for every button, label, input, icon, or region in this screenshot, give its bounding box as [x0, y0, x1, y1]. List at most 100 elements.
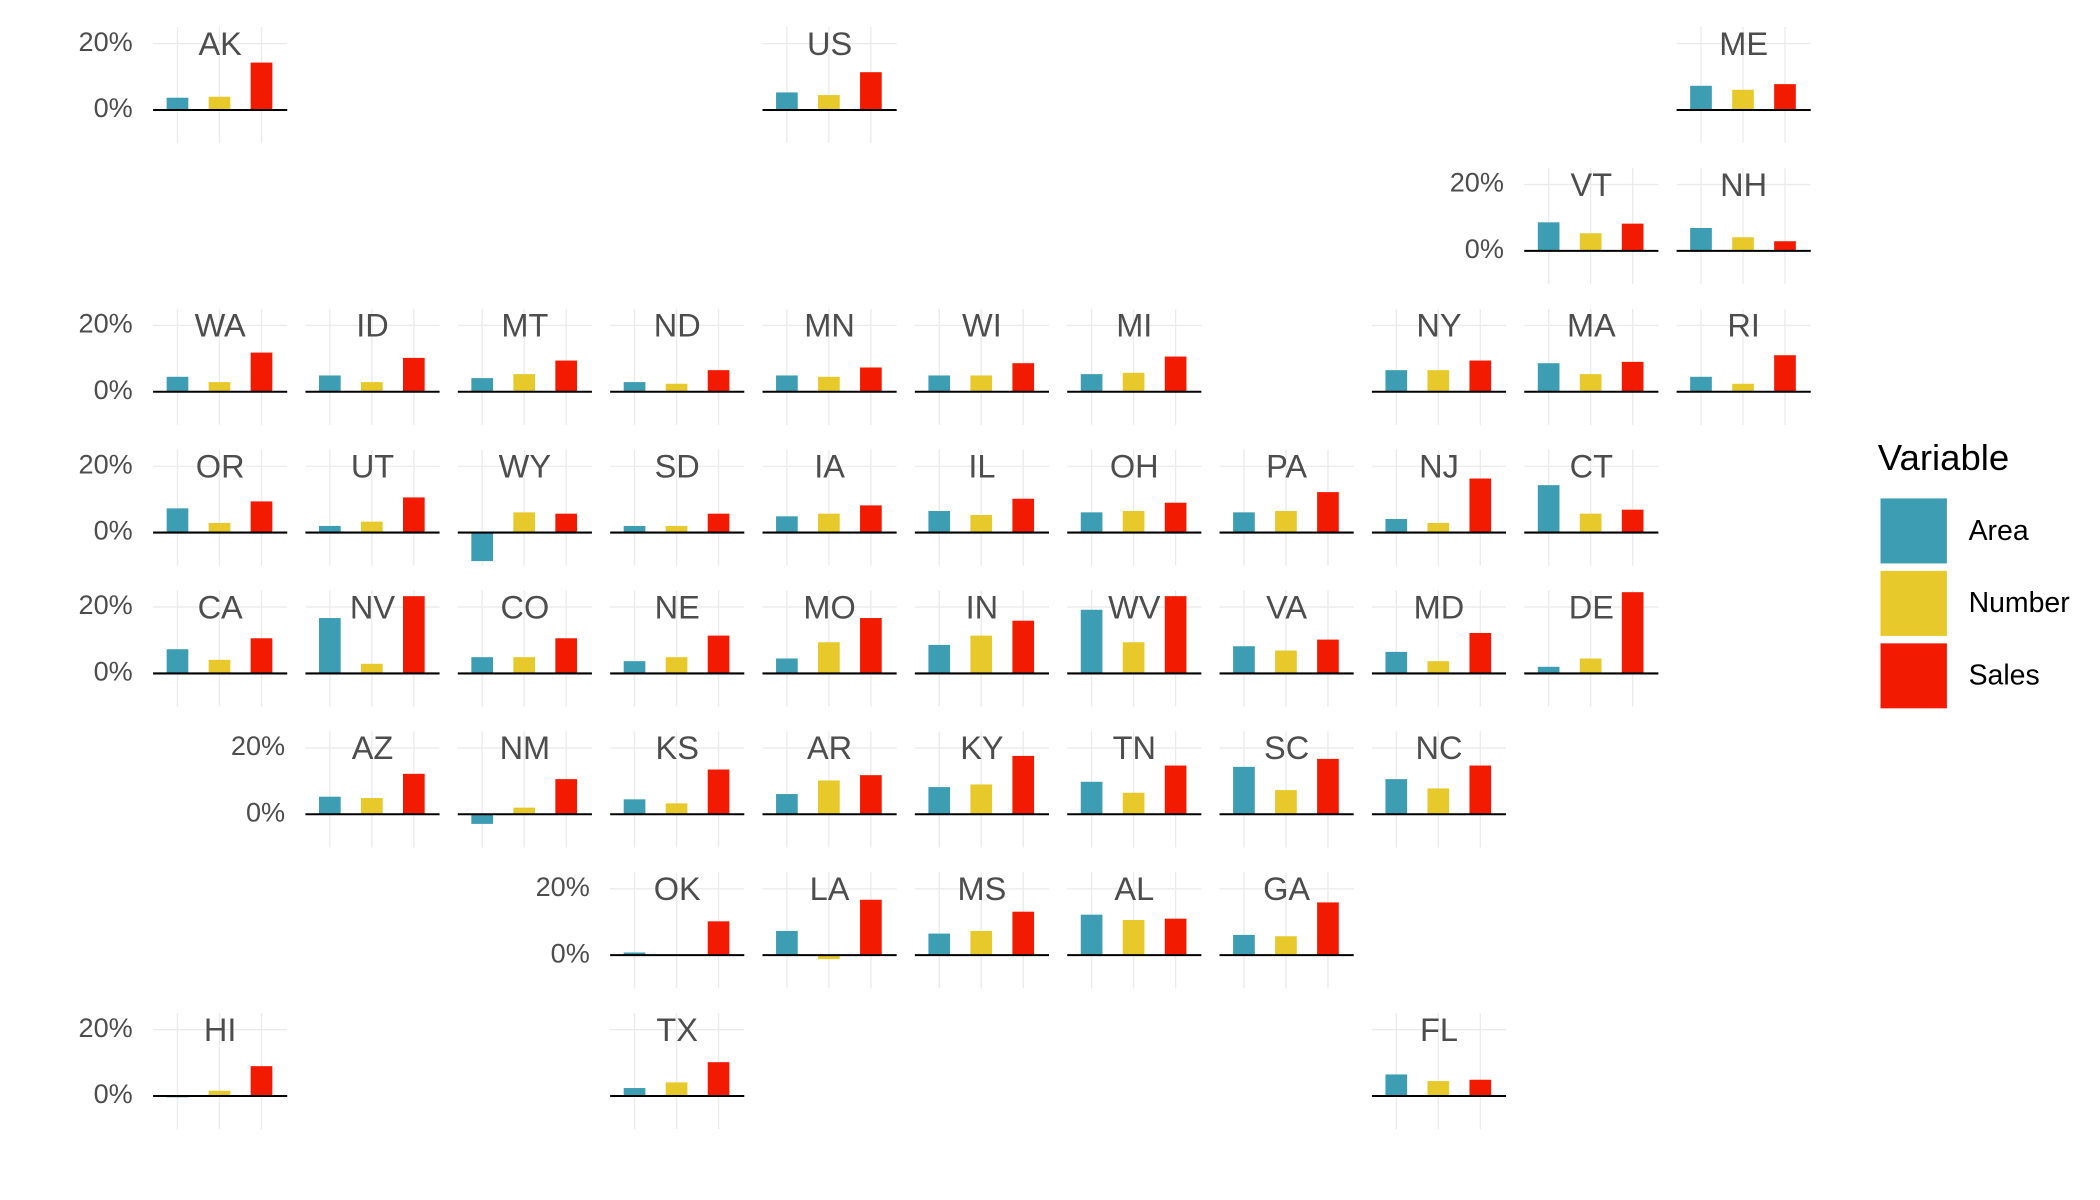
bar: [1012, 755, 1035, 815]
bar: [1579, 513, 1602, 533]
bar: [1233, 766, 1255, 815]
y-tick-label: 0%: [551, 937, 590, 968]
bar: [1774, 241, 1796, 251]
bar: [360, 521, 383, 533]
y-tick-label: 0%: [94, 374, 133, 405]
strip-label: TN: [1113, 730, 1156, 766]
legend-title: Variable: [1878, 437, 2009, 478]
bar: [1579, 374, 1602, 392]
bar: [1275, 511, 1297, 533]
bar: [1469, 360, 1492, 392]
bar: [1122, 642, 1145, 674]
bar: [250, 1066, 273, 1097]
bar: [665, 383, 688, 392]
bar: [776, 92, 798, 110]
bar: [360, 798, 383, 815]
bar: [623, 525, 646, 533]
bar: [665, 525, 688, 533]
bar: [860, 775, 882, 815]
bar: [208, 96, 231, 110]
bar: [208, 522, 231, 533]
bar: [970, 635, 993, 674]
strip-label: UT: [351, 449, 394, 485]
strip-label: ME: [1719, 26, 1768, 62]
bar: [1621, 223, 1644, 251]
strip-label: IN: [966, 589, 999, 625]
y-tick-label: 0%: [246, 796, 285, 827]
strip-label: MO: [803, 589, 855, 625]
bar: [1233, 646, 1255, 674]
strip-label: CO: [500, 589, 549, 625]
bar: [1317, 639, 1339, 674]
bar: [860, 367, 882, 392]
bar: [1275, 936, 1297, 956]
bar: [1012, 620, 1035, 674]
bar: [318, 796, 341, 815]
bar: [860, 618, 882, 674]
bar: [1469, 1079, 1492, 1097]
bar: [318, 525, 341, 533]
bar: [1427, 370, 1450, 392]
legend-label: Area: [1969, 515, 2029, 547]
bar: [776, 658, 798, 674]
legend-key: [1880, 498, 1947, 564]
bar: [623, 661, 646, 674]
strip-label: AR: [807, 730, 852, 766]
bar: [818, 642, 840, 674]
y-tick-label: 20%: [79, 589, 133, 620]
bar: [1080, 914, 1103, 956]
bar: [776, 794, 798, 815]
strip-label: AK: [198, 26, 242, 62]
bar: [1122, 792, 1145, 815]
bar: [1774, 84, 1796, 110]
bar: [1317, 758, 1339, 815]
bar: [1164, 918, 1187, 956]
strip-label: ID: [356, 308, 389, 344]
bar: [665, 657, 688, 674]
bar: [1621, 509, 1644, 533]
strip-label: CA: [198, 589, 243, 625]
bar: [208, 382, 231, 392]
y-tick-label: 20%: [231, 730, 285, 761]
bar: [402, 773, 425, 815]
bar: [1275, 650, 1297, 674]
bar: [555, 779, 578, 815]
bar: [1469, 632, 1492, 674]
bar: [513, 657, 536, 674]
strip-label: VA: [1266, 589, 1307, 625]
y-tick-label: 20%: [79, 1012, 133, 1043]
bar: [1732, 383, 1754, 392]
bar: [928, 375, 951, 392]
bar: [402, 357, 425, 392]
bar: [1275, 790, 1297, 815]
y-tick-label: 20%: [79, 448, 133, 479]
bar: [1427, 522, 1450, 533]
bar: [1012, 911, 1035, 956]
bar: [1080, 781, 1103, 815]
bar: [1537, 222, 1560, 251]
bar: [776, 930, 798, 956]
bar: [1122, 919, 1145, 956]
strip-label: US: [807, 26, 852, 62]
bar: [1690, 85, 1712, 110]
bar: [1732, 89, 1754, 110]
bar: [1012, 498, 1035, 533]
strip-label: RI: [1727, 308, 1760, 344]
bar: [776, 516, 798, 533]
bar: [1233, 934, 1255, 956]
strip-label: LA: [810, 871, 850, 907]
bar: [1122, 511, 1145, 533]
bar: [860, 72, 882, 110]
bar: [623, 952, 646, 956]
bar: [623, 799, 646, 815]
bar: [1774, 355, 1796, 392]
bar: [970, 514, 993, 533]
strip-label: NM: [500, 730, 551, 766]
strip-label: KY: [960, 730, 1003, 766]
y-tick-label: 0%: [94, 656, 133, 687]
bar: [208, 1090, 231, 1097]
bar: [1537, 485, 1560, 533]
bar: [818, 95, 840, 110]
